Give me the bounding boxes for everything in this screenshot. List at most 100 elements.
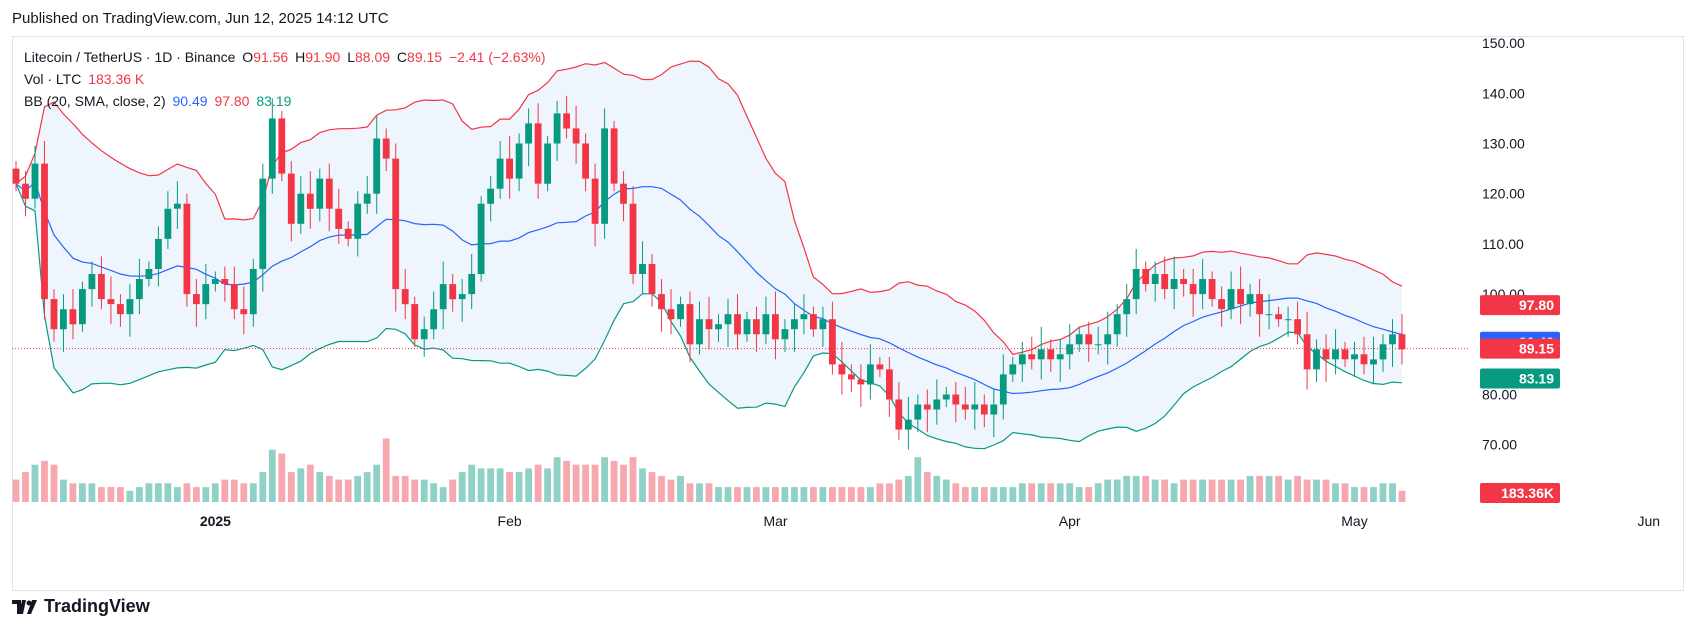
volume-bar [999, 487, 1007, 502]
volume-bar [335, 479, 343, 502]
volume-bar [287, 472, 295, 502]
open-label: O [242, 49, 254, 65]
candle [1009, 356, 1017, 382]
candle-body [772, 314, 779, 340]
candle-body [980, 404, 988, 415]
volume-bar [79, 483, 86, 502]
candle-body [240, 309, 248, 315]
volume-bar [1151, 479, 1159, 502]
candle-body [1009, 364, 1017, 375]
close-value: 89.15 [407, 49, 443, 65]
candle [1075, 326, 1083, 352]
candle [829, 301, 836, 375]
candle [1351, 341, 1358, 377]
volume-bar [1161, 479, 1169, 502]
candle-body [1341, 349, 1349, 360]
candle-body [1275, 314, 1282, 320]
volume-bar [639, 468, 646, 502]
candle-body [183, 203, 191, 295]
candle [848, 364, 855, 392]
candle [1341, 341, 1349, 367]
volume-label[interactable]: Vol · LTC [24, 71, 82, 87]
candle-body [1037, 349, 1045, 360]
candle [933, 379, 941, 425]
candle-body [933, 399, 941, 410]
candle-body [98, 274, 105, 300]
candle [1199, 258, 1206, 310]
volume-bar [942, 479, 950, 502]
volume-bar [1389, 483, 1396, 502]
candle-body [1104, 334, 1112, 345]
candle [990, 389, 998, 438]
candle [401, 269, 409, 320]
volume-bar [525, 468, 532, 502]
volume-bar [60, 479, 67, 502]
candle-body [1066, 344, 1074, 355]
last-price-badge-bg [1480, 338, 1560, 359]
candle-body [126, 299, 134, 315]
candle-body [591, 178, 599, 224]
tradingview-logo[interactable]: TradingView [12, 596, 150, 617]
volume-bar [553, 457, 561, 502]
candle-body [961, 404, 969, 410]
candle-body [211, 279, 219, 284]
candle-body [629, 203, 637, 274]
volume-bar [610, 460, 618, 502]
candle-body [335, 208, 343, 229]
candle [895, 381, 903, 440]
candle-body [430, 309, 438, 330]
price-tick-label: 110.00 [1482, 236, 1524, 252]
volume-bar [743, 487, 751, 502]
candle-body [658, 294, 665, 310]
candle [743, 311, 751, 342]
candle-body [174, 203, 181, 209]
low-value: 88.09 [354, 49, 391, 65]
candle [677, 296, 684, 327]
candle [1218, 286, 1225, 327]
candle-body [193, 294, 200, 305]
candle [1123, 284, 1131, 337]
candle [1142, 261, 1150, 292]
volume-bar [1094, 483, 1102, 502]
candle [344, 221, 352, 247]
volume-bar [544, 468, 551, 502]
volume-bar [1047, 483, 1055, 502]
volume-bar [468, 464, 476, 502]
candle-body [743, 319, 751, 335]
candle-body [1284, 319, 1292, 321]
volume-bar [1227, 479, 1235, 502]
candle-body [458, 294, 466, 300]
volume-bar [1379, 483, 1387, 502]
candle-body [1351, 354, 1358, 360]
candle [857, 364, 865, 408]
candle-body [791, 319, 798, 330]
candle-body [601, 128, 608, 224]
candle [819, 306, 827, 347]
candle [838, 341, 846, 395]
candle [41, 140, 48, 320]
candle [961, 386, 969, 420]
volume-bar [1075, 487, 1083, 502]
candle-body [411, 304, 419, 340]
volume-bar [496, 468, 504, 502]
high-label: H [295, 49, 306, 65]
candle [382, 128, 390, 172]
candle [1275, 306, 1282, 327]
price-tick-label: 120.00 [1482, 186, 1525, 202]
symbol-label[interactable]: Litecoin / TetherUS · 1D · Binance [24, 49, 236, 65]
volume-bar [800, 487, 808, 502]
candle [249, 258, 257, 327]
bb-label[interactable]: BB (20, SMA, close, 2) [24, 93, 166, 109]
candle-body [762, 314, 770, 335]
candle [496, 140, 504, 199]
volume-bar [1170, 483, 1178, 502]
tradingview-logo-icon [12, 599, 37, 614]
volume-bar [667, 479, 675, 502]
volume-bar [534, 464, 542, 502]
candle-body [202, 284, 210, 305]
candle-body [667, 309, 675, 320]
candle-body [1332, 349, 1339, 360]
candle-body [1246, 294, 1254, 305]
volume-bar [1066, 483, 1074, 502]
